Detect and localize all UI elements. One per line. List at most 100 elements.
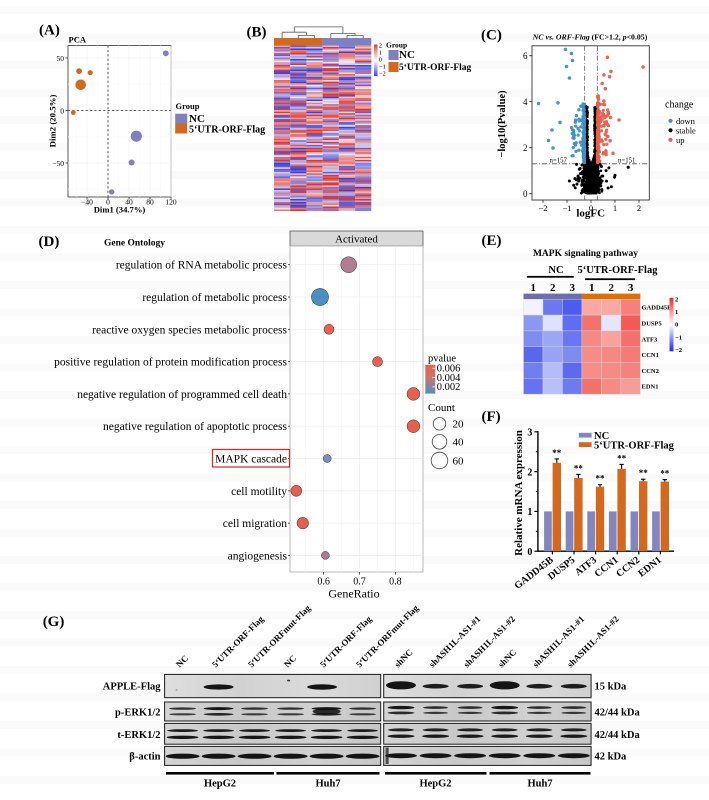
svg-text:change: change xyxy=(665,100,694,111)
svg-text:1: 1 xyxy=(589,282,595,294)
svg-text:1: 1 xyxy=(613,203,617,213)
svg-text:Group: Group xyxy=(386,41,407,50)
svg-text:stable: stable xyxy=(676,125,696,135)
svg-text:DUSP5: DUSP5 xyxy=(642,321,663,328)
svg-text:NC: NC xyxy=(189,113,205,125)
svg-text:Relative mRNA expression: Relative mRNA expression xyxy=(513,430,525,556)
svg-text:β-actin: β-actin xyxy=(129,752,160,763)
svg-text:Count: Count xyxy=(428,402,455,414)
svg-text:−2: −2 xyxy=(379,71,386,78)
svg-text:15 kDa: 15 kDa xyxy=(595,682,628,693)
svg-text:reactive oxygen species metabo: reactive oxygen species metabolic proces… xyxy=(92,324,287,336)
svg-text:−1: −1 xyxy=(562,203,571,213)
svg-text:Huh7: Huh7 xyxy=(315,779,340,790)
svg-text:**: ** xyxy=(552,448,562,458)
svg-text:1: 1 xyxy=(675,309,678,316)
svg-text:6: 6 xyxy=(523,51,528,61)
svg-text:CCN2: CCN2 xyxy=(642,368,659,375)
svg-text:0: 0 xyxy=(589,203,593,213)
svg-text:Group: Group xyxy=(176,101,200,111)
svg-text:(G): (G) xyxy=(43,614,65,630)
svg-text:80: 80 xyxy=(146,198,154,207)
svg-text:CCN1: CCN1 xyxy=(642,352,659,359)
svg-text:negative regulation of program: negative regulation of programmed cell d… xyxy=(77,389,287,401)
svg-text:(D): (D) xyxy=(39,234,60,250)
svg-text:5‘UTR-ORF-Flag: 5‘UTR-ORF-Flag xyxy=(594,441,675,452)
svg-text:0.6: 0.6 xyxy=(317,577,330,588)
svg-text:120: 120 xyxy=(165,198,177,207)
svg-text:**: ** xyxy=(660,469,670,479)
svg-text:5‘UTR-ORF-Flag: 5‘UTR-ORF-Flag xyxy=(578,265,659,276)
svg-text:Dim2 (20.5%): Dim2 (20.5%) xyxy=(48,95,58,148)
svg-text:logFC: logFC xyxy=(576,208,605,220)
svg-text:positive regulation of protein: positive regulation of protein modificat… xyxy=(54,357,287,369)
svg-text:2: 2 xyxy=(550,282,556,294)
svg-text:0: 0 xyxy=(60,107,64,116)
svg-text:MAPK signaling pathway: MAPK signaling pathway xyxy=(533,249,638,259)
svg-text:20: 20 xyxy=(453,419,465,431)
svg-text:3: 3 xyxy=(569,282,575,294)
svg-text:Dim1 (34.7%): Dim1 (34.7%) xyxy=(94,205,146,215)
svg-text:3: 3 xyxy=(527,428,532,439)
svg-text:EDN1: EDN1 xyxy=(642,384,659,391)
svg-text:−40: −40 xyxy=(81,198,93,207)
svg-text:−1: −1 xyxy=(675,334,682,341)
svg-text:t-ERK1/2: t-ERK1/2 xyxy=(117,730,160,741)
svg-text:5‘UTR-ORF-Flag: 5‘UTR-ORF-Flag xyxy=(189,125,265,136)
svg-text:n=151: n=151 xyxy=(618,158,635,165)
svg-text:NC: NC xyxy=(399,49,415,61)
svg-text:down: down xyxy=(676,116,696,126)
svg-text:negative regulation of apoptot: negative regulation of apoptotic process xyxy=(103,421,287,433)
svg-text:50: 50 xyxy=(57,54,65,63)
svg-text:regulation of RNA metabolic pr: regulation of RNA metabolic process xyxy=(116,260,288,272)
svg-text:(C): (C) xyxy=(481,28,502,44)
svg-text:regulation of metabolic proces: regulation of metabolic process xyxy=(142,292,287,304)
svg-text:(F): (F) xyxy=(482,409,501,425)
svg-text:42 kDa: 42 kDa xyxy=(595,752,628,763)
svg-text:GeneRatio: GeneRatio xyxy=(328,587,379,601)
svg-text:(B): (B) xyxy=(247,25,267,41)
svg-text:0: 0 xyxy=(523,189,528,199)
svg-text:−2: −2 xyxy=(538,203,547,213)
svg-text:HepG2: HepG2 xyxy=(204,779,236,790)
svg-text:0.006: 0.006 xyxy=(437,364,461,375)
svg-text:2: 2 xyxy=(675,297,678,304)
svg-text:5‘UTR-ORF-Flag: 5‘UTR-ORF-Flag xyxy=(399,62,472,73)
svg-text:−1: −1 xyxy=(379,64,386,71)
svg-text:Activated: Activated xyxy=(335,234,378,246)
svg-text:0.004: 0.004 xyxy=(437,373,461,384)
svg-text:cell motility: cell motility xyxy=(231,486,287,498)
svg-text:−2: −2 xyxy=(675,347,682,354)
svg-text:0.8: 0.8 xyxy=(389,577,402,588)
svg-text:−log10(Pvalue): −log10(Pvalue) xyxy=(497,90,508,158)
svg-text:2: 2 xyxy=(637,203,641,213)
svg-text:40: 40 xyxy=(125,198,133,207)
svg-text:GADD45B: GADD45B xyxy=(642,305,673,312)
svg-text:2: 2 xyxy=(608,282,614,294)
svg-text:**: ** xyxy=(617,453,627,463)
svg-text:40: 40 xyxy=(453,437,465,449)
svg-text:ATF3: ATF3 xyxy=(642,336,659,343)
svg-text:MAPK cascade: MAPK cascade xyxy=(215,454,287,466)
svg-text:PCA: PCA xyxy=(69,35,87,45)
svg-text:0: 0 xyxy=(675,322,678,329)
svg-text:1: 1 xyxy=(530,282,536,294)
svg-text:1: 1 xyxy=(379,50,382,57)
svg-text:0: 0 xyxy=(527,547,532,558)
svg-text:0: 0 xyxy=(379,57,382,64)
svg-text:p-ERK1/2: p-ERK1/2 xyxy=(115,708,161,719)
svg-text:pvalue: pvalue xyxy=(428,354,456,365)
svg-text:42/44 kDa: 42/44 kDa xyxy=(595,730,641,741)
svg-text:0.7: 0.7 xyxy=(353,577,366,588)
svg-text:0.002: 0.002 xyxy=(437,382,461,393)
svg-text:2: 2 xyxy=(523,143,528,153)
svg-text:NC vs. ORF-Flag (FC>1.2, p<0.0: NC vs. ORF-Flag (FC>1.2, p<0.05) xyxy=(532,33,648,42)
svg-text:**: ** xyxy=(596,474,606,484)
svg-text:n=157: n=157 xyxy=(550,158,568,165)
svg-text:cell migration: cell migration xyxy=(223,518,287,530)
svg-text:NC: NC xyxy=(548,265,563,276)
svg-text:60: 60 xyxy=(453,455,465,467)
svg-text:4: 4 xyxy=(523,97,528,107)
svg-text:up: up xyxy=(676,135,685,145)
svg-text:0: 0 xyxy=(106,198,110,207)
